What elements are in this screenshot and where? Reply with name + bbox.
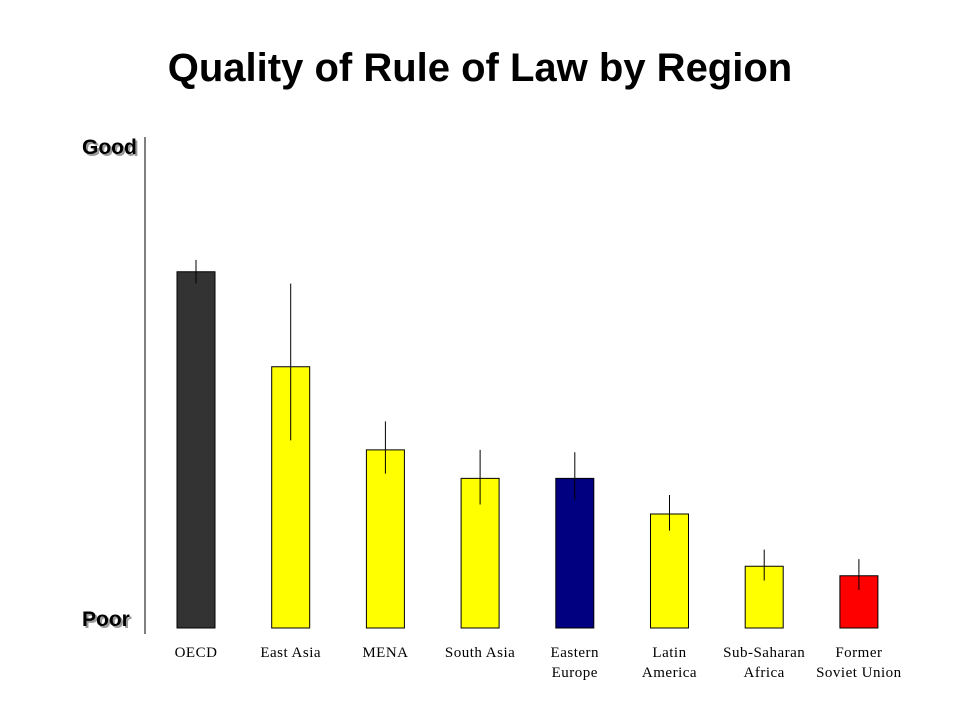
category-label-6: Sub-Saharan Africa [723,645,805,681]
category-label-line: Europe [552,665,598,681]
category-label-5: Latin America [642,645,697,681]
category-label-line: East Asia [260,645,321,661]
category-label-4: Eastern Europe [551,645,599,681]
category-label-line: OECD [175,645,218,661]
category-label-2: MENA [362,645,408,661]
category-label-line: Former [835,645,882,661]
bar-2 [365,449,405,629]
category-label-3: South Asia [445,645,515,661]
category-label-line: MENA [362,645,408,661]
category-label-1: East Asia [260,645,321,661]
category-label-line: Latin [652,645,686,661]
category-label-line: America [642,665,697,681]
y-axis-label-poor: Poor [82,608,130,631]
category-label-line: Eastern [551,645,599,661]
bar-5 [650,513,689,629]
bar-0 [176,271,216,629]
y-axis-label-good: Good [82,136,137,159]
chart-title: Quality of Rule of Law by Region [167,46,793,90]
category-label-7: Former Soviet Union [816,645,902,681]
category-label-line: Soviet Union [816,665,902,681]
category-label-line: Africa [744,665,785,681]
category-label-line: Sub-Saharan [723,645,805,661]
bar-6 [744,565,784,629]
bar-4 [555,477,595,629]
category-label-line: South Asia [445,645,515,661]
category-label-0: OECD [175,645,218,661]
